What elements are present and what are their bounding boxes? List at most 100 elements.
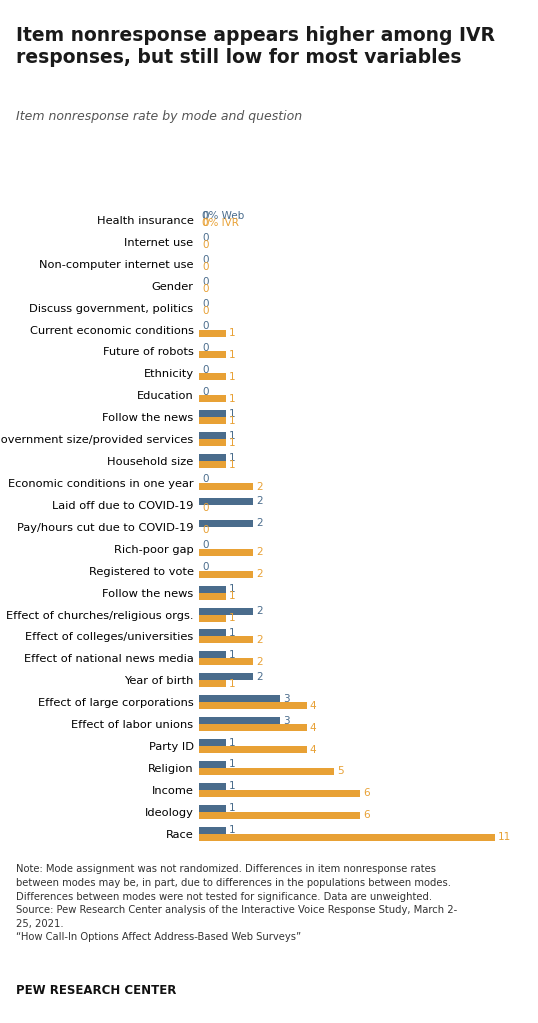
Text: 0: 0: [202, 219, 209, 228]
Text: 0: 0: [202, 503, 209, 514]
Bar: [199, 329, 226, 337]
Text: 0: 0: [202, 475, 209, 485]
Text: 0: 0: [202, 343, 209, 353]
Bar: [199, 739, 226, 746]
Text: 1: 1: [229, 372, 236, 382]
Text: 1: 1: [229, 409, 236, 418]
Text: 0: 0: [202, 256, 209, 265]
Text: 2: 2: [256, 672, 263, 681]
Text: 4: 4: [310, 701, 316, 711]
Bar: [199, 768, 334, 775]
Text: 0: 0: [202, 212, 209, 221]
Text: Item nonresponse appears higher among IVR
responses, but still low for most vari: Item nonresponse appears higher among IV…: [16, 26, 495, 68]
Bar: [199, 827, 226, 834]
Bar: [199, 696, 280, 702]
Text: 2: 2: [256, 519, 263, 528]
Text: Note: Mode assignment was not randomized. Differences in item nonresponse rates
: Note: Mode assignment was not randomized…: [16, 864, 457, 942]
Bar: [199, 548, 253, 555]
Bar: [199, 761, 226, 768]
Text: 0: 0: [202, 387, 209, 397]
Bar: [199, 454, 226, 461]
Bar: [199, 673, 253, 680]
Text: 5: 5: [337, 766, 343, 776]
Text: 1: 1: [229, 679, 236, 688]
Text: 11: 11: [498, 833, 512, 842]
Bar: [199, 629, 226, 636]
Bar: [199, 417, 226, 425]
Text: 2: 2: [256, 606, 263, 616]
Text: 1: 1: [229, 350, 236, 360]
Bar: [199, 702, 307, 709]
Text: 1: 1: [229, 759, 236, 769]
Bar: [199, 717, 280, 724]
Text: 2: 2: [256, 657, 263, 667]
Text: 1: 1: [229, 415, 236, 426]
Bar: [199, 571, 253, 578]
Bar: [199, 592, 226, 599]
Text: 0: 0: [202, 299, 209, 309]
Text: 0% Web: 0% Web: [202, 212, 245, 221]
Text: 0: 0: [202, 321, 209, 331]
Text: 1: 1: [229, 628, 236, 638]
Text: 6: 6: [364, 789, 370, 798]
Text: 1: 1: [229, 328, 236, 338]
Text: 0: 0: [202, 284, 209, 295]
Text: 1: 1: [229, 650, 236, 660]
Text: 2: 2: [256, 569, 263, 579]
Bar: [199, 352, 226, 358]
Bar: [199, 636, 253, 643]
Bar: [199, 432, 226, 439]
Text: 1: 1: [229, 613, 236, 623]
Bar: [199, 652, 226, 659]
Text: 2: 2: [256, 635, 263, 644]
Bar: [199, 680, 226, 687]
Text: 0% IVR: 0% IVR: [202, 219, 239, 228]
Bar: [199, 812, 360, 818]
Bar: [199, 520, 253, 527]
Bar: [199, 585, 226, 592]
Bar: [199, 805, 226, 812]
Text: 1: 1: [229, 438, 236, 448]
Bar: [199, 461, 226, 469]
Bar: [199, 746, 307, 753]
Text: Item nonresponse rate by mode and question: Item nonresponse rate by mode and questi…: [16, 110, 302, 124]
Text: 0: 0: [202, 526, 209, 535]
Bar: [199, 615, 226, 622]
Text: 1: 1: [229, 452, 236, 462]
Text: 0: 0: [202, 277, 209, 287]
Text: 3: 3: [283, 716, 289, 725]
Text: 1: 1: [229, 591, 236, 602]
Text: 0: 0: [202, 306, 209, 316]
Bar: [199, 395, 226, 402]
Bar: [199, 483, 253, 490]
Text: 4: 4: [310, 745, 316, 755]
Text: 0: 0: [202, 563, 209, 572]
Text: 0: 0: [202, 540, 209, 550]
Text: 3: 3: [283, 694, 289, 704]
Text: 0: 0: [202, 233, 209, 243]
Bar: [199, 439, 226, 446]
Text: 6: 6: [364, 810, 370, 820]
Bar: [199, 790, 360, 797]
Text: PEW RESEARCH CENTER: PEW RESEARCH CENTER: [16, 984, 176, 997]
Text: 1: 1: [229, 782, 236, 792]
Bar: [199, 659, 253, 665]
Bar: [199, 373, 226, 381]
Text: 1: 1: [229, 584, 236, 594]
Text: 0: 0: [202, 240, 209, 251]
Text: 1: 1: [229, 394, 236, 404]
Text: 1: 1: [229, 738, 236, 748]
Text: 0: 0: [202, 365, 209, 374]
Bar: [199, 783, 226, 790]
Text: 0: 0: [202, 262, 209, 272]
Bar: [199, 834, 495, 841]
Text: 1: 1: [229, 459, 236, 470]
Text: 1: 1: [229, 803, 236, 813]
Bar: [199, 410, 226, 417]
Bar: [199, 498, 253, 505]
Text: 2: 2: [256, 482, 263, 491]
Bar: [199, 608, 253, 615]
Text: 1: 1: [229, 431, 236, 441]
Text: 4: 4: [310, 722, 316, 732]
Text: 2: 2: [256, 547, 263, 558]
